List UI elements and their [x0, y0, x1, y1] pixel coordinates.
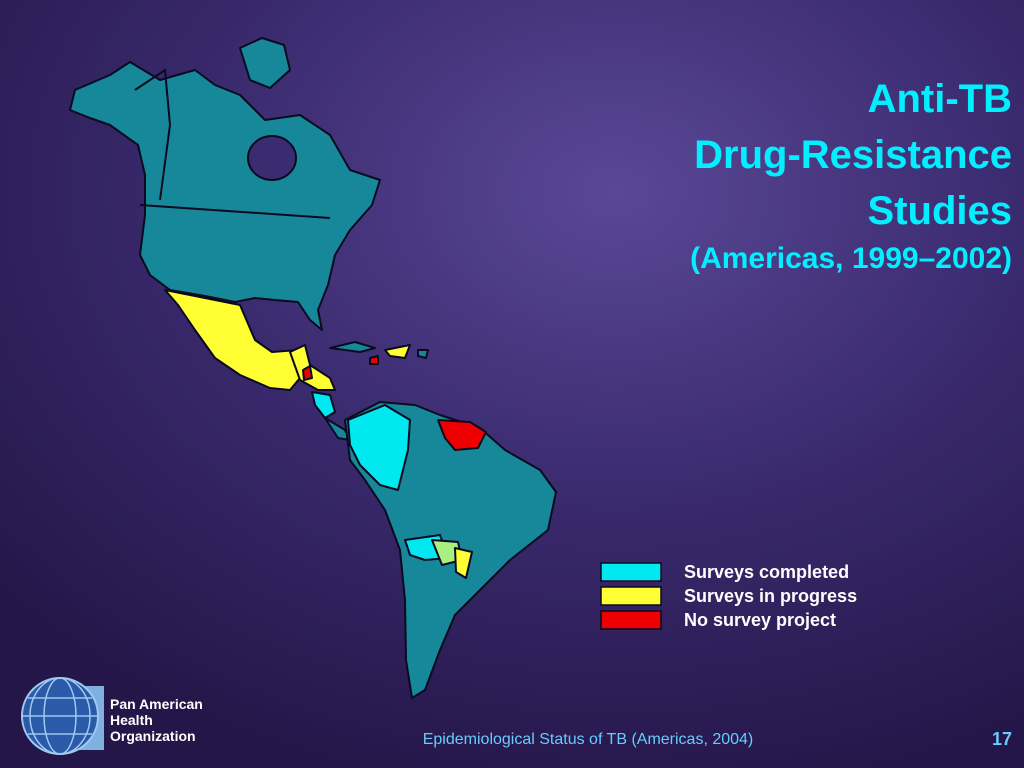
- title-line: Studies: [868, 189, 1012, 233]
- north-america: [69, 61, 381, 331]
- legend-label: No survey project: [684, 610, 836, 630]
- region: [454, 547, 473, 579]
- region: [437, 419, 487, 451]
- org-name: Health: [110, 712, 153, 728]
- title-line: Anti-TB: [868, 77, 1012, 121]
- border: [139, 204, 331, 219]
- region: [289, 344, 336, 391]
- legend: Surveys completed Surveys in progress No s…: [600, 562, 857, 630]
- island: [369, 355, 379, 365]
- page-number: 17: [992, 729, 1012, 749]
- region: [311, 391, 336, 419]
- region: [347, 404, 411, 491]
- region: [164, 289, 306, 391]
- title-block: Anti-TB Drug-Resistance Studies (America…: [690, 77, 1012, 275]
- legend-swatch: [600, 586, 662, 606]
- legend-label: Surveys in progress: [684, 586, 857, 606]
- island: [417, 349, 429, 359]
- logo: Pan American Health Organization: [21, 677, 203, 755]
- title-line: Drug-Resistance: [694, 133, 1012, 177]
- map: [69, 37, 557, 699]
- region: [302, 365, 313, 381]
- hudson-bay: [247, 135, 297, 181]
- island: [329, 341, 376, 353]
- legend-swatch: [600, 562, 662, 582]
- border: [134, 68, 172, 201]
- island: [384, 344, 411, 359]
- legend-label: Surveys completed: [684, 562, 849, 582]
- legend-swatch: [600, 610, 662, 630]
- greenland: [239, 37, 291, 89]
- footer: Epidemiological Status of TB (Americas, …: [423, 731, 754, 748]
- org-name: Organization: [110, 728, 196, 744]
- org-name: Pan American: [110, 696, 203, 712]
- subtitle: (Americas, 1999–2002): [690, 242, 1012, 275]
